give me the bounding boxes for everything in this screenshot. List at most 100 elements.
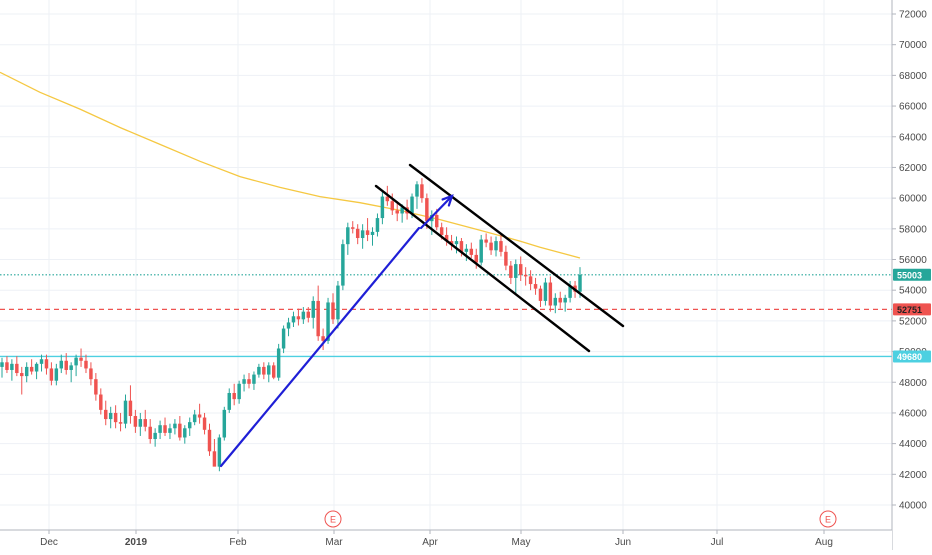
candle[interactable] [54,363,59,386]
candle[interactable] [553,293,558,314]
candle[interactable] [138,412,143,436]
time-axis[interactable]: Dec 2019 Feb Mar Apr May Jun Jul Aug [0,529,892,550]
candle[interactable] [355,224,360,245]
trend-arrow-line[interactable] [219,226,421,468]
candle[interactable] [528,270,533,291]
candle[interactable] [509,261,513,285]
candle[interactable] [34,362,39,380]
candle[interactable] [133,409,138,433]
candle[interactable] [29,359,34,375]
candle[interactable] [108,406,113,429]
candle[interactable] [192,409,197,426]
candle[interactable] [0,357,4,378]
candle[interactable] [360,224,365,249]
candle[interactable] [262,362,266,380]
candle[interactable] [64,353,68,375]
candle[interactable] [514,259,518,295]
candle[interactable] [444,227,449,246]
candle[interactable] [395,201,399,222]
candle[interactable] [454,236,459,254]
candle[interactable] [212,439,217,467]
candle[interactable] [217,434,222,472]
candle[interactable] [118,412,123,432]
candle[interactable] [341,239,345,291]
candle[interactable] [296,308,301,326]
candle[interactable] [415,181,419,209]
candle[interactable] [237,380,241,404]
candle[interactable] [168,423,172,440]
candle[interactable] [24,362,29,383]
candle[interactable] [479,234,483,266]
candle[interactable] [99,388,103,415]
candle[interactable] [321,328,325,351]
candle[interactable] [543,277,548,306]
candle[interactable] [504,245,508,271]
channel-line[interactable] [408,163,625,328]
candle[interactable] [84,354,88,374]
candle[interactable] [94,373,98,401]
candle[interactable] [153,428,157,447]
candle[interactable] [5,356,9,374]
candle[interactable] [207,423,212,456]
candle[interactable] [271,362,276,380]
candle[interactable] [10,359,14,381]
candle[interactable] [548,276,553,312]
candle[interactable] [494,236,498,257]
candle[interactable] [489,236,493,255]
candle[interactable] [247,373,251,389]
trend-arrow-line[interactable] [419,194,454,230]
candle[interactable] [563,294,567,312]
candle[interactable] [123,394,128,429]
candle[interactable] [227,388,231,413]
candle[interactable] [202,412,207,435]
candle[interactable] [518,256,523,281]
candle[interactable] [538,285,543,308]
candle[interactable] [113,405,118,429]
candle[interactable] [291,311,296,328]
candle[interactable] [316,285,320,341]
candle[interactable] [370,227,375,246]
drawings[interactable] [219,163,625,468]
candle[interactable] [469,242,474,258]
channel-line[interactable] [374,184,591,353]
candle[interactable] [143,409,147,432]
candle[interactable] [187,417,192,436]
candle[interactable] [336,280,340,329]
candle[interactable] [499,234,503,257]
candle[interactable] [346,222,350,255]
candle[interactable] [267,362,271,383]
candle[interactable] [39,354,44,372]
candle[interactable] [365,218,370,242]
candle[interactable] [252,371,256,390]
candle[interactable] [276,343,281,381]
candle[interactable] [301,307,306,324]
candle[interactable] [331,293,335,324]
candle[interactable] [306,307,311,323]
candle[interactable] [173,419,177,435]
candle[interactable] [558,291,562,309]
candle[interactable] [351,221,355,234]
candle[interactable] [281,325,286,354]
candle[interactable] [257,363,261,378]
candle[interactable] [183,425,187,444]
candle[interactable] [44,354,49,375]
candle[interactable] [20,366,24,395]
candle[interactable] [69,362,73,383]
candle[interactable] [128,385,133,424]
candle[interactable] [464,244,469,262]
candle[interactable] [163,417,167,436]
candle[interactable] [375,213,380,237]
candle[interactable] [158,420,162,440]
candle[interactable] [89,362,93,386]
candle[interactable] [523,267,528,286]
candle[interactable] [178,416,182,441]
candle[interactable] [49,362,54,386]
candle[interactable] [74,354,78,377]
candle[interactable] [59,354,64,374]
candle[interactable] [197,403,202,424]
candle[interactable] [104,400,108,426]
candle[interactable] [484,233,488,248]
